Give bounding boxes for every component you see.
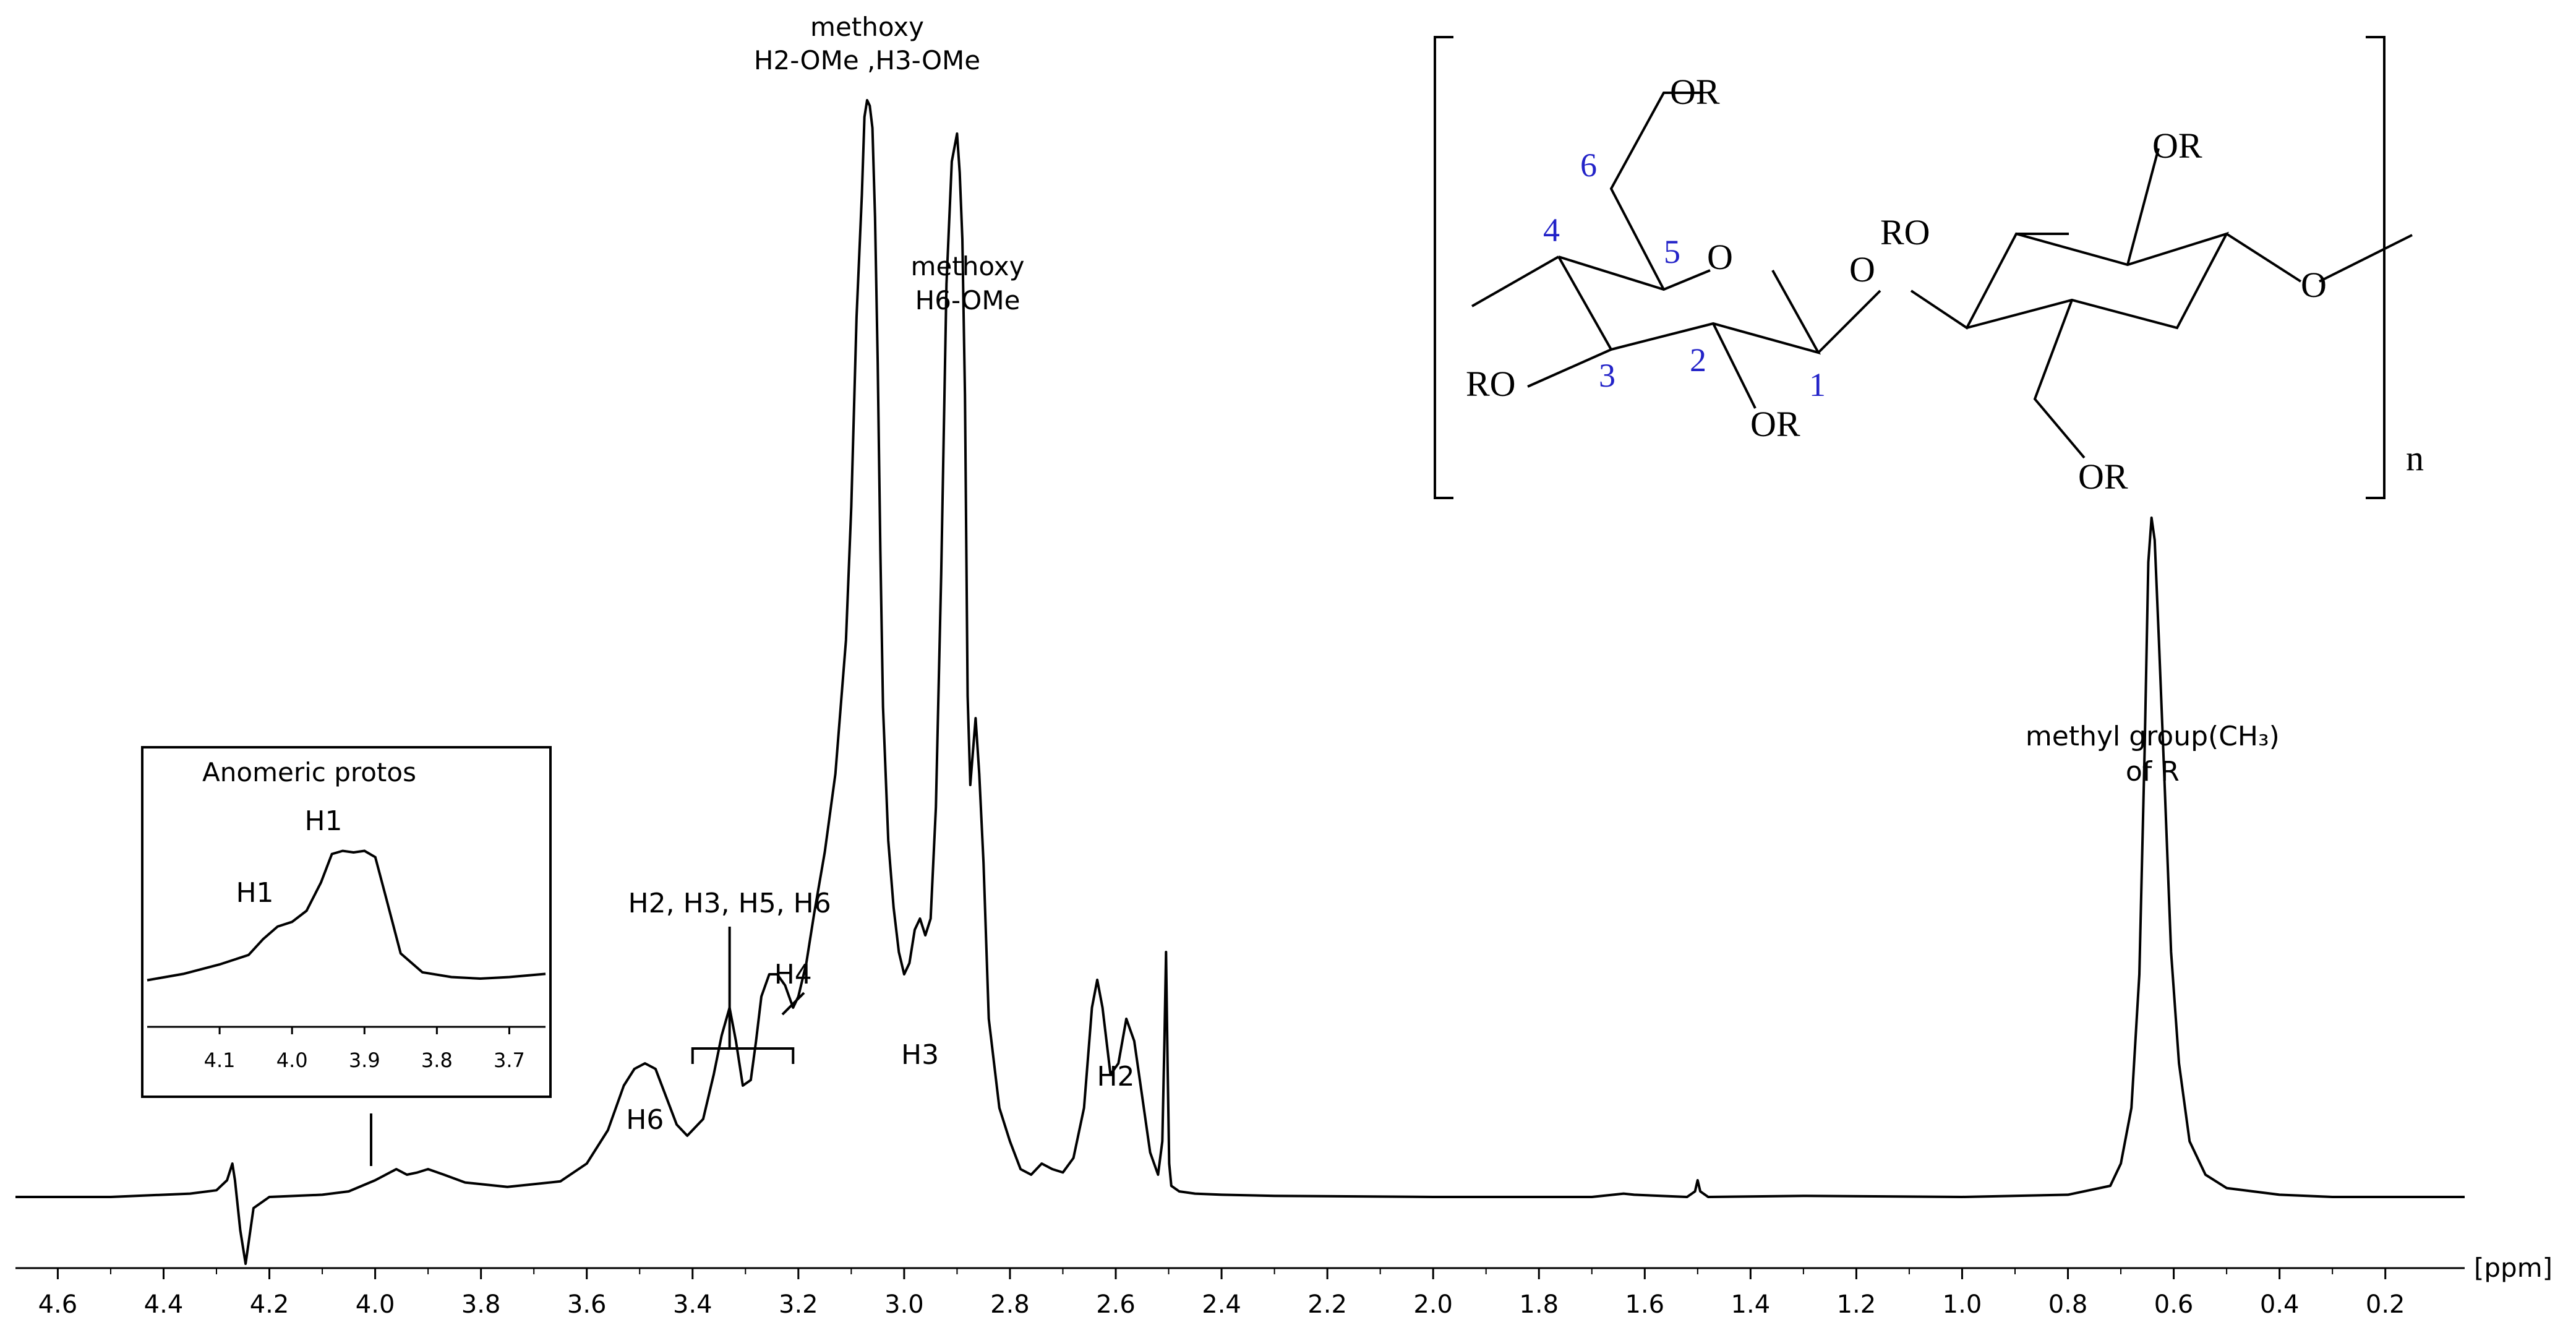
h4-leader-line [781, 992, 805, 1016]
spectrum-series-line [15, 99, 2465, 1265]
x-tick-label: 3.2 [779, 1290, 818, 1319]
carbon-number-2: 2 [1690, 341, 1706, 379]
inset-x-tick-label: 4.0 [276, 1049, 308, 1072]
x-axis-ticks: 4.6 4.4 4.2 4.0 3.8 3.6 3.4 3.2 3.0 2.8 2.6 2.4 2.2 2… [38, 1268, 2405, 1319]
x-tick-label: 0.8 [2048, 1290, 2088, 1319]
ring-2-substituent-bonds [2033, 148, 2413, 459]
atom-label-ro-link: RO [1880, 212, 1930, 252]
inset-peak-label-left: H1 [236, 877, 273, 909]
atom-label-glycosidic-oxygen: O [1849, 249, 1875, 289]
inset-peak-label-top: H1 [304, 805, 342, 837]
inset-x-axis-ticks: 4.1 4.0 3.9 3.8 3.7 [204, 1027, 525, 1072]
carbon-number-6: 6 [1580, 147, 1597, 184]
atom-label-ring-oxygen-1: O [1707, 237, 1733, 277]
x-tick-label: 1.0 [1943, 1290, 1982, 1319]
peak-annotation-label: methoxy [810, 12, 924, 42]
atom-label-or-top-right: OR [2152, 126, 2202, 166]
inset-frame [141, 746, 552, 1098]
repeat-subscript: n [2406, 438, 2424, 478]
inset-x-tick-label: 3.7 [494, 1049, 525, 1072]
x-axis-unit-label: [ppm] [2474, 1253, 2552, 1283]
peak-annotation-label: H2 [1097, 1061, 1134, 1092]
right-bracket [2366, 36, 2386, 499]
atom-label-or-c6: OR [1670, 72, 1720, 112]
x-tick-label: 3.8 [461, 1290, 501, 1319]
peak-annotation-label: H6 [626, 1104, 664, 1136]
ring-1-substituent-bonds [1471, 92, 1881, 409]
peak-annotation-label: H6-OMe [915, 285, 1021, 315]
x-tick-label: 4.2 [250, 1290, 289, 1319]
atom-label-terminal-oxygen: O [2301, 265, 2327, 305]
left-bracket [1434, 36, 1453, 499]
inset-title: Anomeric protos [202, 757, 416, 787]
x-tick-label: 0.2 [2366, 1290, 2405, 1319]
x-tick-label: 2.8 [990, 1290, 1030, 1319]
x-tick-label: 1.4 [1731, 1290, 1771, 1319]
annotation-bracket [691, 927, 795, 1064]
x-tick-label: 1.2 [1837, 1290, 1876, 1319]
carbon-number-5: 5 [1664, 233, 1680, 270]
carbon-number-1: 1 [1809, 366, 1826, 403]
x-tick-label: 0.6 [2154, 1290, 2194, 1319]
x-tick-label: 2.2 [1307, 1290, 1347, 1319]
chemical-structure: OR OR RO O O O O RO OR OR n 6 4 5 3 2 1 [1434, 36, 2424, 499]
peak-annotation-label: H3 [901, 1039, 939, 1071]
carbon-number-3: 3 [1599, 357, 1615, 394]
x-tick-label: 4.0 [356, 1290, 395, 1319]
peak-annotation-label: H4 [774, 959, 812, 990]
inset-x-tick-label: 3.9 [349, 1049, 380, 1072]
x-tick-label: 2.0 [1413, 1290, 1453, 1319]
carbon-number-4: 4 [1543, 212, 1560, 249]
x-tick-label: 2.6 [1096, 1290, 1136, 1319]
x-tick-label: 3.0 [884, 1290, 924, 1319]
x-tick-label: 1.6 [1625, 1290, 1664, 1319]
x-tick-label: 4.6 [38, 1290, 78, 1319]
inset-spectrum-line [147, 849, 546, 982]
peak-annotation-label: methyl group(CH₃) [2026, 721, 2280, 752]
peak-annotation-label: H2, H3, H5, H6 [628, 888, 831, 919]
x-tick-label: 4.4 [144, 1290, 184, 1319]
peak-annotation-label: methoxy [911, 251, 1025, 281]
x-tick-label: 3.4 [673, 1290, 712, 1319]
atom-label-or-bottom-right: OR [2078, 457, 2128, 497]
x-tick-label: 3.6 [567, 1290, 607, 1319]
atom-label-or-c2: OR [1750, 404, 1800, 444]
anomeric-inset: Anomeric protos 4.1 4.0 3.9 3.8 3.7 H1 H1 [141, 746, 552, 1098]
ring-1-bonds [1557, 255, 1821, 355]
x-tick-label: 1.8 [1519, 1290, 1559, 1319]
peak-annotation-label: H2-OMe ,H3-OMe [754, 45, 980, 75]
x-tick-label: 0.4 [2260, 1290, 2300, 1319]
inset-x-tick-label: 3.8 [421, 1049, 453, 1072]
ring-2-bonds [1910, 231, 2230, 330]
peak-annotation-label: of R [2126, 756, 2180, 787]
inset-x-tick-label: 4.1 [204, 1049, 236, 1072]
atom-label-ro-c3: RO [1466, 364, 1516, 404]
x-tick-label: 2.4 [1202, 1290, 1241, 1319]
